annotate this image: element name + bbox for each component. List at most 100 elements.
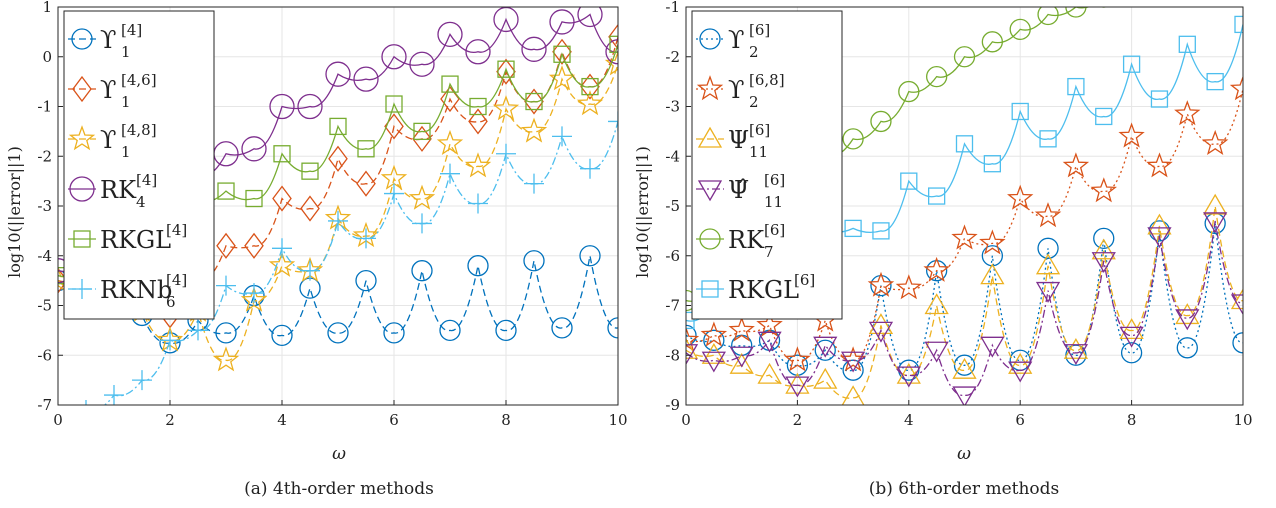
y-tick-label: -8 (665, 346, 680, 364)
data-point (686, 337, 699, 359)
legend-sub: 7 (764, 243, 774, 261)
y-tick-label: -6 (665, 247, 680, 265)
data-point (1008, 361, 1033, 383)
data-point (1229, 75, 1243, 101)
data-point (1119, 326, 1144, 348)
data-point (441, 75, 459, 93)
data-point (686, 311, 695, 330)
data-point (581, 77, 599, 96)
data-point (870, 110, 892, 133)
legend-marker (696, 75, 724, 101)
data-point (1063, 344, 1089, 366)
data-point (703, 329, 725, 351)
legend-sub: 11 (764, 193, 783, 211)
y-tick-label: -5 (37, 297, 52, 315)
data-point (951, 224, 978, 250)
data-point (1008, 352, 1033, 374)
legend-box (691, 10, 843, 320)
data-point (579, 245, 601, 267)
data-point (552, 126, 572, 147)
data-point (896, 366, 921, 388)
data-point (1230, 294, 1243, 316)
y-tick-label: -2 (665, 48, 680, 66)
data-point (1148, 220, 1171, 242)
legend-label: RKGL (728, 276, 799, 304)
legend-sup: [6] (764, 221, 785, 239)
data-point (842, 128, 864, 150)
data-point (701, 351, 726, 373)
data-point (1067, 77, 1085, 96)
data-point (496, 143, 516, 164)
data-point (926, 66, 948, 88)
y-tick-label: -2 (37, 147, 52, 165)
data-point (132, 370, 152, 391)
data-point (328, 210, 348, 231)
data-point (497, 60, 515, 78)
data-point (1062, 152, 1090, 178)
data-point (241, 136, 267, 162)
data-point (329, 117, 347, 136)
data-point (842, 359, 864, 381)
legend-sub: 1 (121, 43, 131, 61)
data-point (1065, 7, 1087, 18)
data-point (1146, 152, 1173, 178)
y-tick-label: -6 (37, 346, 52, 364)
data-point (551, 317, 573, 339)
data-point (1234, 15, 1243, 34)
data-point (328, 145, 348, 172)
data-point (1230, 288, 1243, 310)
legend-label: ϒ (728, 76, 744, 104)
y-tick-label: -7 (665, 297, 680, 315)
data-point (297, 93, 323, 120)
data-point (1203, 212, 1228, 234)
data-point (1232, 332, 1243, 354)
legend-marker (697, 126, 723, 148)
data-point (269, 93, 295, 120)
data-point (1175, 303, 1200, 325)
data-point (240, 286, 268, 312)
data-point (928, 187, 946, 205)
legend-marker (71, 28, 93, 50)
legend-sub: 1 (121, 93, 131, 111)
x-tick-label: 0 (681, 411, 691, 429)
legend-label: ϒ (100, 26, 116, 54)
data-point (924, 293, 949, 315)
legend-sub: 4 (136, 193, 146, 211)
legend-label: RKGL (100, 226, 171, 254)
data-point (272, 238, 292, 259)
data-point (413, 122, 431, 141)
data-point (784, 346, 811, 372)
legend-label: RKNb (100, 276, 172, 304)
data-point (955, 135, 974, 153)
data-point (437, 21, 463, 48)
legend-marker (697, 180, 723, 202)
data-point (686, 324, 697, 346)
x-tick-label: 8 (501, 411, 511, 429)
data-point (1011, 102, 1029, 121)
data-point (841, 385, 865, 405)
data-point (872, 222, 890, 240)
series-line (686, 223, 1243, 372)
data-point (495, 319, 517, 342)
data-point (1034, 202, 1062, 228)
legend-label: Ψ (728, 126, 749, 154)
legend-sup: [6] (749, 121, 770, 139)
legend-label: RK (100, 176, 137, 204)
data-point (548, 65, 576, 91)
data-point (686, 344, 699, 366)
data-point (983, 155, 1001, 173)
data-point (953, 354, 976, 376)
data-point (580, 73, 600, 100)
data-point (212, 346, 240, 372)
data-point (1035, 253, 1061, 275)
data-point (1201, 129, 1229, 156)
data-point (700, 321, 728, 347)
data-point (868, 321, 894, 343)
legend-sub: 1 (121, 143, 131, 161)
data-point (353, 66, 379, 92)
legend-label: ϒ (100, 126, 116, 154)
ylabel-b: log10(||error||1) (633, 146, 652, 278)
data-point (900, 172, 918, 190)
